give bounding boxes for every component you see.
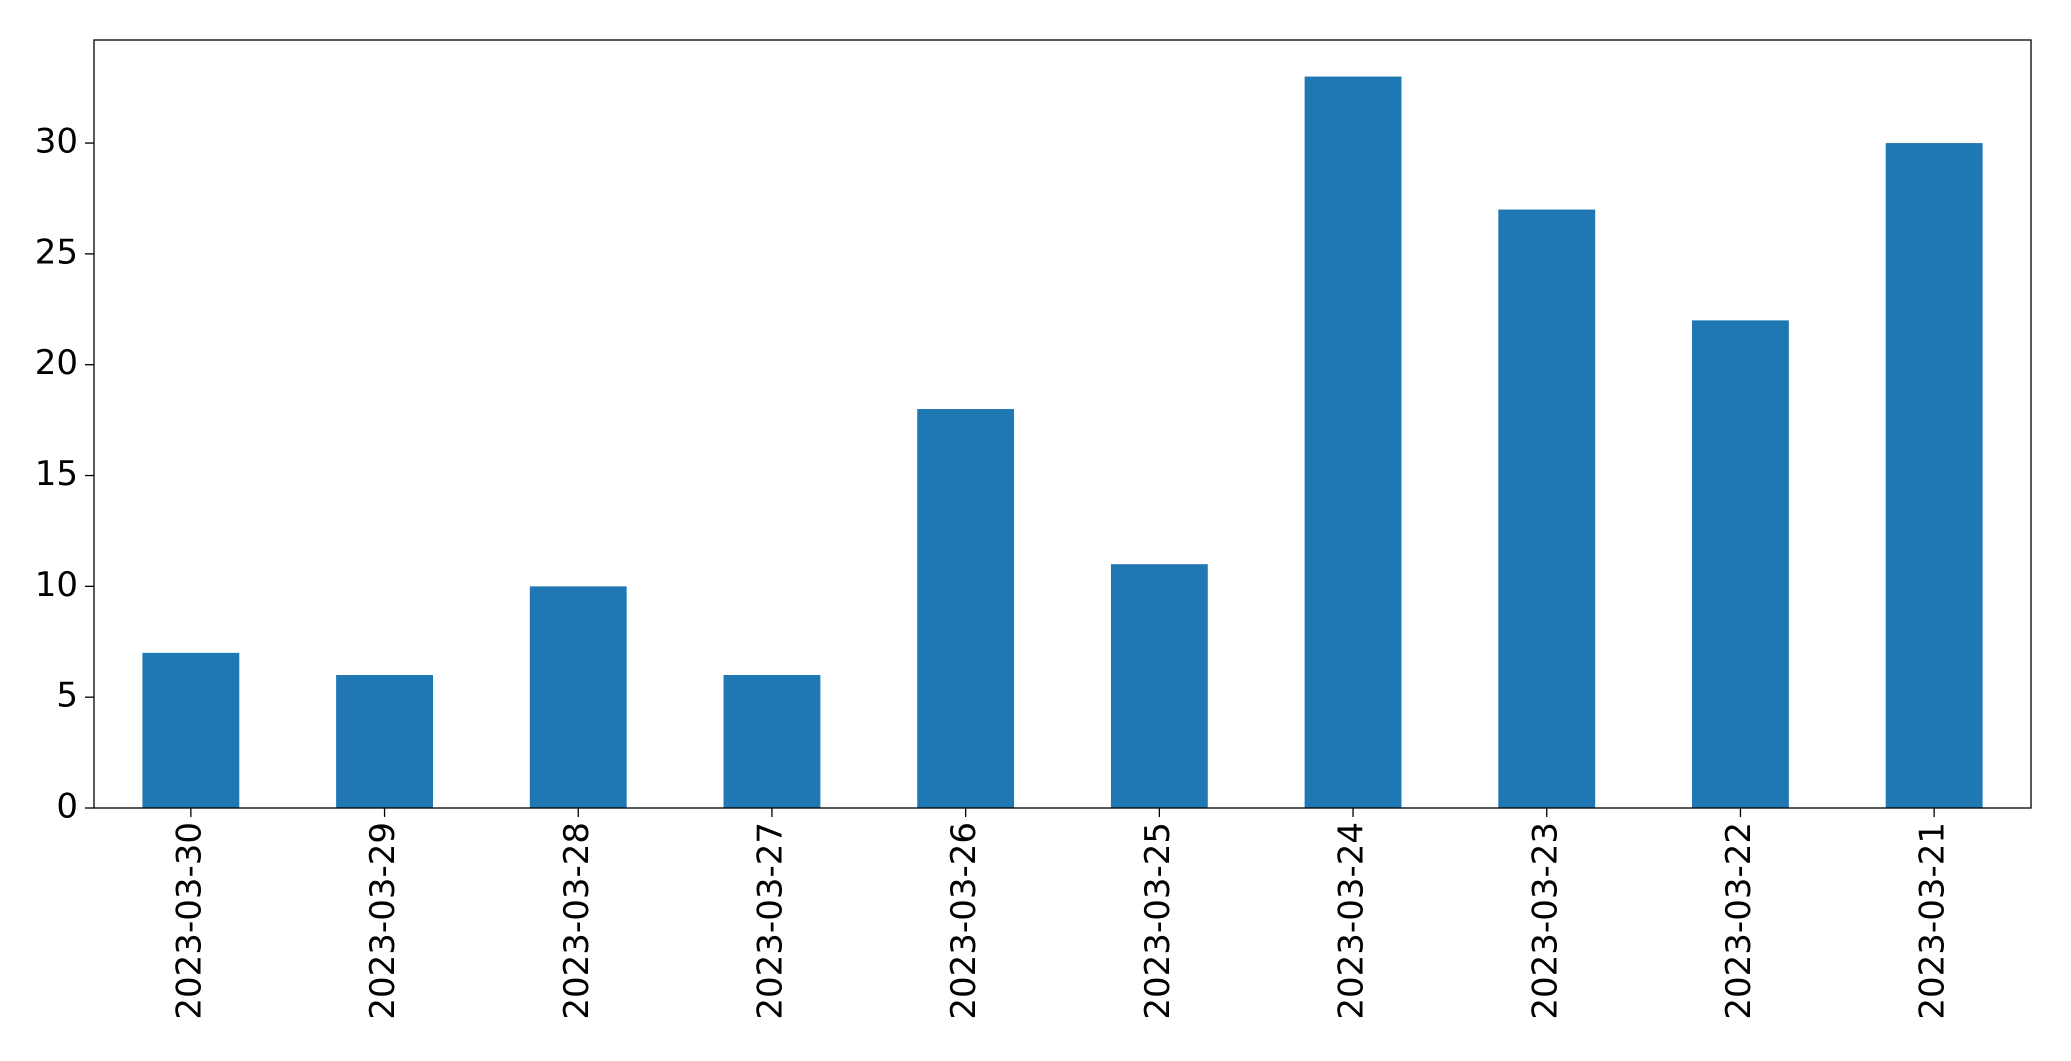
bar <box>1885 143 1983 808</box>
bar <box>723 675 821 808</box>
x-tick-label: 2023-03-28 <box>557 822 597 1020</box>
bar <box>336 675 433 808</box>
y-tick-label: 5 <box>56 676 78 716</box>
y-tick-label: 20 <box>35 343 78 383</box>
x-tick-label: 2023-03-27 <box>750 822 790 1020</box>
bar <box>917 409 1015 808</box>
x-tick-label: 2023-03-29 <box>363 822 403 1020</box>
bar <box>1110 564 1208 808</box>
bar <box>529 586 627 808</box>
plot-frame <box>93 39 2032 809</box>
y-tick-label: 25 <box>35 232 78 272</box>
x-tick-label: 2023-03-23 <box>1525 822 1565 1020</box>
bar <box>142 652 240 808</box>
y-tick-label: 15 <box>35 454 78 494</box>
y-tick-label: 0 <box>56 787 78 827</box>
y-tick-label: 10 <box>35 565 78 605</box>
y-tick-label: 30 <box>35 122 78 162</box>
bar <box>1498 209 1596 808</box>
x-tick-label: 2023-03-21 <box>1913 822 1953 1020</box>
x-tick-label: 2023-03-22 <box>1719 822 1759 1020</box>
x-tick-label: 2023-03-25 <box>1138 822 1178 1020</box>
bar <box>1304 76 1402 809</box>
x-tick-label: 2023-03-30 <box>169 822 209 1020</box>
x-tick-label: 2023-03-26 <box>944 822 984 1020</box>
x-tick-label: 2023-03-24 <box>1332 822 1372 1020</box>
bar <box>1692 320 1789 808</box>
